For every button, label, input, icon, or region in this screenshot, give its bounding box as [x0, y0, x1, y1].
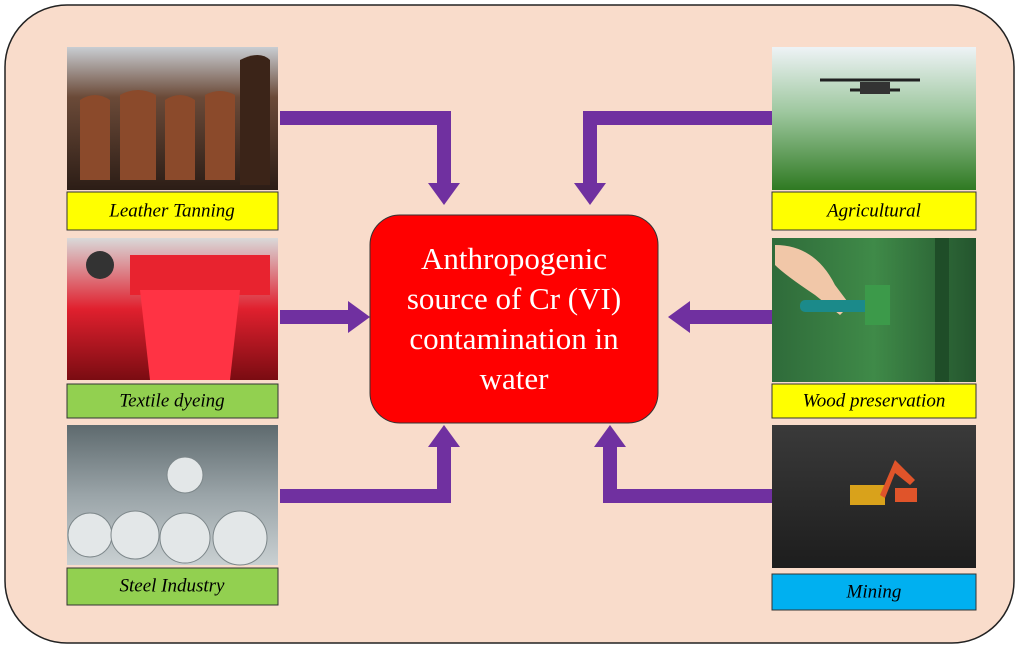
photo-leather	[67, 47, 278, 190]
node-label: Leather Tanning	[108, 200, 234, 221]
center-text: contamination in	[409, 321, 619, 356]
node-label: Textile dyeing	[119, 390, 224, 411]
photo-wood	[772, 238, 976, 382]
node-label: Agricultural	[825, 200, 921, 221]
photo-mining	[772, 425, 976, 568]
photo-textile	[67, 238, 278, 380]
photo-steel	[67, 425, 278, 565]
center-text: source of Cr (VI)	[407, 281, 621, 316]
photo-agricultural	[772, 47, 976, 190]
center-text: Anthropogenic	[421, 241, 607, 276]
node-label: Mining	[846, 581, 902, 602]
node-label: Wood preservation	[803, 390, 946, 411]
center-text: water	[480, 361, 550, 396]
diagram: Anthropogenic source of Cr (VI) contamin…	[0, 0, 1019, 649]
node-label: Steel Industry	[119, 575, 225, 596]
